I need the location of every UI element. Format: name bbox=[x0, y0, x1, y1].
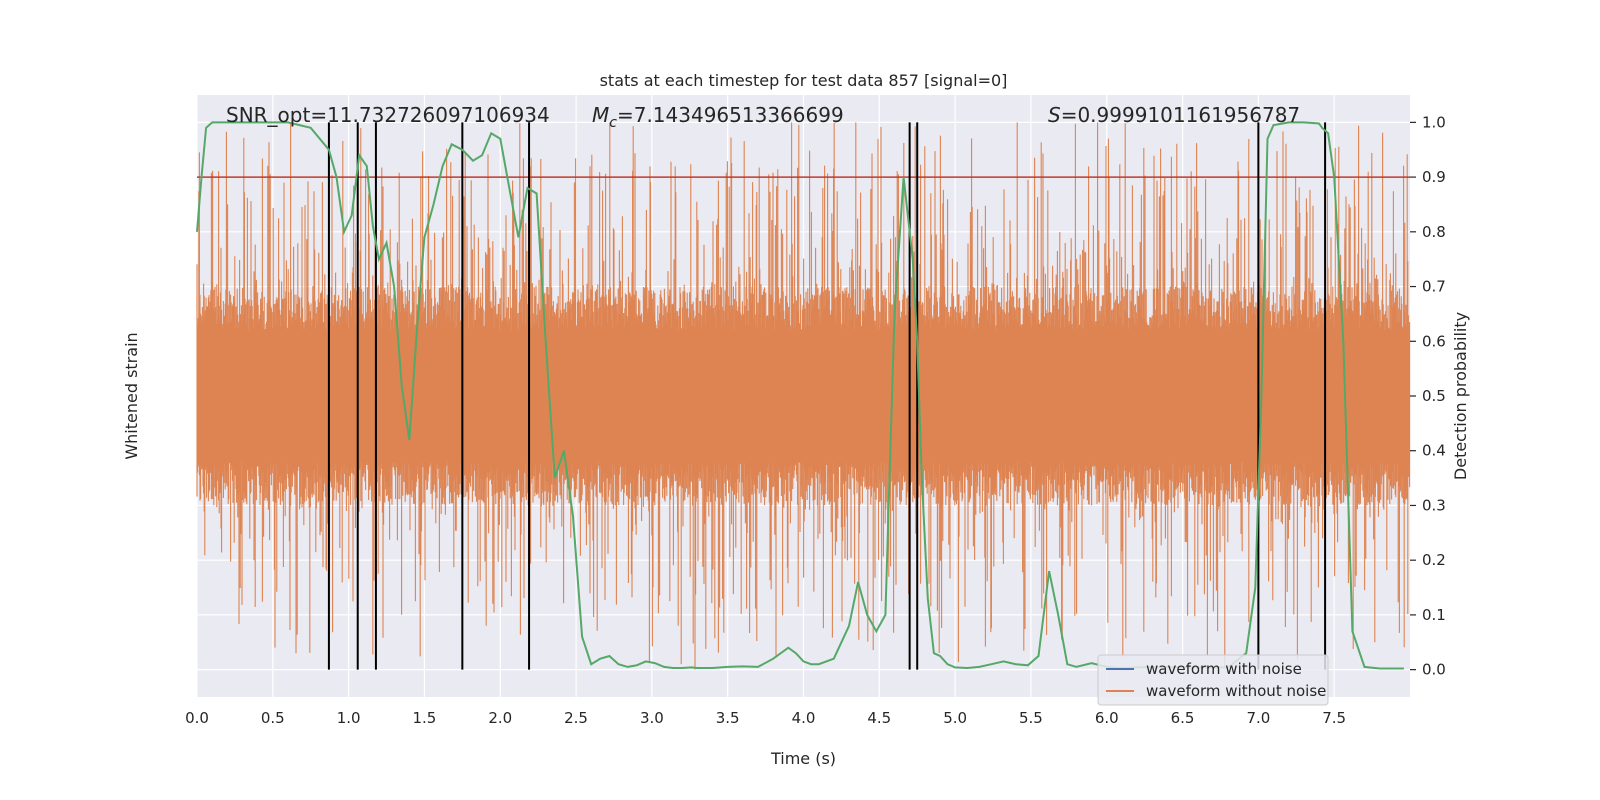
y-axis-label-right: Detection probability bbox=[1451, 312, 1470, 480]
y-tick-label-1: 0.1 bbox=[1422, 606, 1446, 624]
x-tick-label-14: 7.0 bbox=[1246, 709, 1270, 727]
chirp-mass-annotation: Mc=7.143496513366699 bbox=[592, 103, 844, 131]
legend: waveform with noise waveform without noi… bbox=[1097, 654, 1329, 706]
snr-annotation: SNR_opt=11.732726097106934 bbox=[226, 103, 550, 127]
x-tick-label-6: 3.0 bbox=[640, 709, 664, 727]
x-tick-label-15: 7.5 bbox=[1322, 709, 1346, 727]
chirp-mass-subscript: c bbox=[609, 115, 617, 131]
x-tick-label-12: 6.0 bbox=[1095, 709, 1119, 727]
chart-title: stats at each timestep for test data 857… bbox=[600, 71, 1008, 90]
axis-ticks: 0.0 0.5 1.0 1.5 2.0 2.5 3.0 3.5 4.0 4.5 5.0 5.5 6.0 6… bbox=[185, 113, 1446, 727]
strain-trace bbox=[196, 122, 1411, 670]
strain-series bbox=[196, 122, 1411, 670]
chirp-mass-symbol: M bbox=[592, 103, 609, 127]
x-tick-label-2: 1.0 bbox=[337, 709, 361, 727]
chirp-mass-value: =7.143496513366699 bbox=[617, 103, 844, 127]
y-tick-label-2: 0.2 bbox=[1422, 551, 1446, 569]
y-tick-label-10: 1.0 bbox=[1422, 113, 1446, 131]
legend-box bbox=[1097, 654, 1329, 706]
score-symbol: S bbox=[1048, 103, 1061, 127]
y-tick-label-4: 0.4 bbox=[1422, 442, 1446, 460]
y-tick-label-9: 0.9 bbox=[1422, 168, 1446, 186]
x-tick-label-11: 5.5 bbox=[1019, 709, 1043, 727]
y-tick-label-8: 0.8 bbox=[1422, 223, 1446, 241]
x-tick-label-5: 2.5 bbox=[564, 709, 588, 727]
x-tick-label-7: 3.5 bbox=[716, 709, 740, 727]
y-tick-label-5: 0.5 bbox=[1422, 387, 1446, 405]
y-axis-label-left: Whitened strain bbox=[122, 332, 141, 459]
event-markers bbox=[327, 122, 1327, 670]
x-tick-label-3: 1.5 bbox=[413, 709, 437, 727]
y-tick-label-7: 0.7 bbox=[1422, 278, 1446, 296]
x-tick-label-9: 4.5 bbox=[867, 709, 891, 727]
x-tick-label-8: 4.0 bbox=[792, 709, 816, 727]
x-axis-label: Time (s) bbox=[770, 749, 836, 768]
legend-label-without-noise: waveform without noise bbox=[1146, 682, 1326, 700]
y-tick-label-0: 0.0 bbox=[1422, 661, 1446, 679]
y-tick-label-6: 0.6 bbox=[1422, 332, 1446, 350]
legend-label-with-noise: waveform with noise bbox=[1146, 660, 1302, 678]
score-value: =0.9999101161956787 bbox=[1061, 103, 1300, 127]
x-tick-label-0: 0.0 bbox=[185, 709, 209, 727]
x-tick-label-1: 0.5 bbox=[261, 709, 285, 727]
x-tick-label-10: 5.0 bbox=[943, 709, 967, 727]
score-annotation: S=0.9999101161956787 bbox=[1048, 103, 1300, 127]
y-tick-label-3: 0.3 bbox=[1422, 496, 1446, 514]
x-tick-label-13: 6.5 bbox=[1171, 709, 1195, 727]
x-tick-label-4: 2.0 bbox=[488, 709, 512, 727]
